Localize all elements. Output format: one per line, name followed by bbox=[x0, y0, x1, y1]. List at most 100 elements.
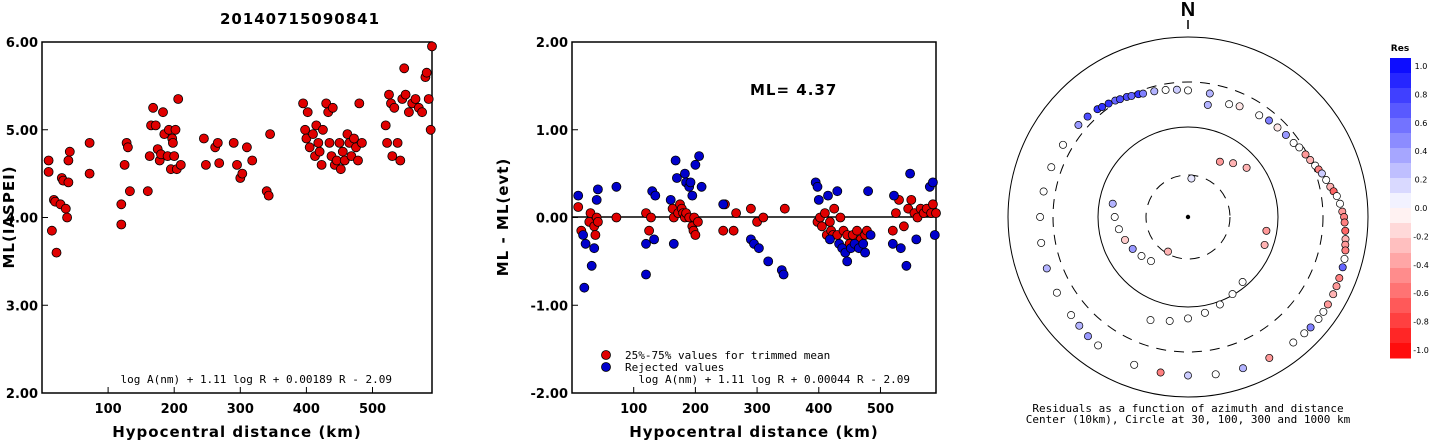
station-residual-point bbox=[1128, 244, 1137, 253]
middle-data-point bbox=[694, 151, 704, 162]
left-data-point bbox=[144, 151, 155, 162]
middle-data-point bbox=[579, 282, 590, 293]
middle-data-point bbox=[891, 208, 901, 219]
middle-data-point bbox=[823, 190, 833, 201]
middle-y-tick-label: 1.00 bbox=[536, 124, 568, 139]
station-residual-point bbox=[1265, 116, 1273, 125]
middle-data-point bbox=[860, 247, 870, 258]
middle-data-point bbox=[650, 190, 661, 201]
left-y-tick-label: 5.00 bbox=[6, 124, 38, 139]
middle-data-point bbox=[820, 208, 830, 219]
legend-marker-trimmed-mean bbox=[601, 350, 611, 360]
left-data-point bbox=[427, 41, 437, 52]
station-residual-point bbox=[1322, 176, 1331, 184]
colorbar-tick-label: -0.6 bbox=[1413, 289, 1429, 298]
middle-data-point bbox=[863, 186, 873, 197]
station-residual-point bbox=[1211, 370, 1220, 379]
colorbar-cell bbox=[1390, 118, 1411, 134]
station-residual-point bbox=[1295, 143, 1304, 152]
middle-data-point bbox=[672, 173, 682, 183]
middle-x-tick-label: 300 bbox=[744, 402, 771, 417]
middle-data-point bbox=[728, 225, 739, 236]
middle-data-point bbox=[693, 216, 703, 227]
colorbar-cell bbox=[1390, 163, 1411, 179]
middle-data-point bbox=[817, 221, 827, 232]
station-residual-point bbox=[1150, 87, 1159, 96]
station-residual-point bbox=[1164, 247, 1172, 256]
station-residual-point bbox=[1205, 89, 1214, 98]
station-residual-point bbox=[1306, 323, 1315, 332]
middle-data-point bbox=[578, 230, 588, 240]
station-residual-point bbox=[1225, 100, 1234, 109]
station-residual-point bbox=[1146, 316, 1155, 325]
colorbar-cell bbox=[1390, 73, 1411, 89]
left-data-point bbox=[334, 137, 345, 148]
left-axis-ticks: 100 200 300 400 500 2.00 3.00 4.00 5.00 6.00 bbox=[6, 36, 386, 417]
middle-data-point bbox=[580, 238, 591, 249]
left-data-point bbox=[228, 137, 239, 148]
station-residual-point bbox=[1273, 123, 1282, 132]
colorbar-cell bbox=[1390, 253, 1411, 269]
legend-label-trimmed-mean: 25%-75% values for trimmed mean bbox=[625, 349, 830, 362]
left-data-point bbox=[64, 146, 75, 157]
polar-caption-line2: Center (10km), Circle at 30, 100, 300 an… bbox=[1026, 413, 1351, 426]
ring-100km bbox=[1097, 126, 1279, 308]
left-data-point bbox=[116, 219, 127, 230]
left-data-point bbox=[263, 190, 274, 201]
station-residual-point bbox=[1335, 274, 1344, 283]
left-data-point bbox=[116, 199, 127, 210]
middle-data-point bbox=[928, 177, 938, 188]
station-residual-point bbox=[1037, 238, 1046, 247]
middle-data-point bbox=[680, 168, 690, 179]
middle-data-point bbox=[670, 155, 681, 166]
middle-x-tick-label: 500 bbox=[867, 402, 894, 417]
station-residual-point bbox=[1242, 163, 1251, 172]
middle-data-point bbox=[644, 225, 654, 236]
middle-data-point bbox=[641, 269, 651, 280]
left-data-point bbox=[63, 177, 74, 188]
left-data-point bbox=[314, 146, 325, 157]
station-residual-point bbox=[1260, 240, 1269, 249]
colorbar-cell bbox=[1390, 313, 1411, 329]
left-data-point bbox=[214, 158, 225, 169]
station-residual-point bbox=[1215, 300, 1224, 309]
left-data-point bbox=[43, 155, 54, 166]
left-data-point bbox=[241, 142, 252, 153]
left-data-point bbox=[198, 133, 209, 144]
station-residual-point bbox=[1052, 288, 1061, 297]
station-residual-point bbox=[1265, 353, 1274, 362]
left-data-point bbox=[353, 155, 363, 166]
station-residual-point bbox=[1074, 121, 1083, 129]
middle-x-axis-label: Hypocentral distance (km) bbox=[629, 423, 879, 441]
middle-data-point bbox=[641, 238, 651, 249]
station-residual-point bbox=[1184, 371, 1192, 380]
station-residual-point bbox=[1262, 226, 1271, 235]
middle-data-point bbox=[928, 199, 938, 210]
polar-distance-rings bbox=[1007, 36, 1369, 398]
left-data-point bbox=[387, 151, 398, 162]
left-data-point bbox=[395, 155, 406, 166]
colorbar-cell bbox=[1390, 343, 1411, 359]
left-data-point bbox=[158, 107, 168, 118]
left-y-axis-label: ML(IASPEI) bbox=[0, 165, 18, 268]
middle-data-point bbox=[649, 234, 659, 245]
middle-data-point bbox=[718, 225, 729, 236]
left-data-point bbox=[384, 89, 394, 100]
station-residual-point bbox=[1172, 85, 1181, 94]
station-residual-point bbox=[1228, 290, 1237, 299]
station-residual-point bbox=[1319, 307, 1328, 316]
station-residual-point bbox=[1336, 199, 1344, 208]
left-x-tick-label: 100 bbox=[95, 402, 122, 417]
left-data-point bbox=[302, 107, 313, 118]
station-residual-point bbox=[1121, 235, 1129, 244]
middle-data-point bbox=[685, 177, 696, 188]
station-residual-point bbox=[1332, 282, 1341, 291]
left-data-point bbox=[170, 124, 181, 135]
station-residual-point bbox=[1108, 199, 1117, 208]
polar-residual-panel: N Residuals as a function of azimuth and… bbox=[1007, 0, 1369, 426]
left-data-point bbox=[354, 98, 365, 109]
station-residual-point bbox=[1184, 314, 1192, 323]
middle-data-point bbox=[832, 186, 843, 197]
middle-data-point bbox=[825, 216, 835, 227]
